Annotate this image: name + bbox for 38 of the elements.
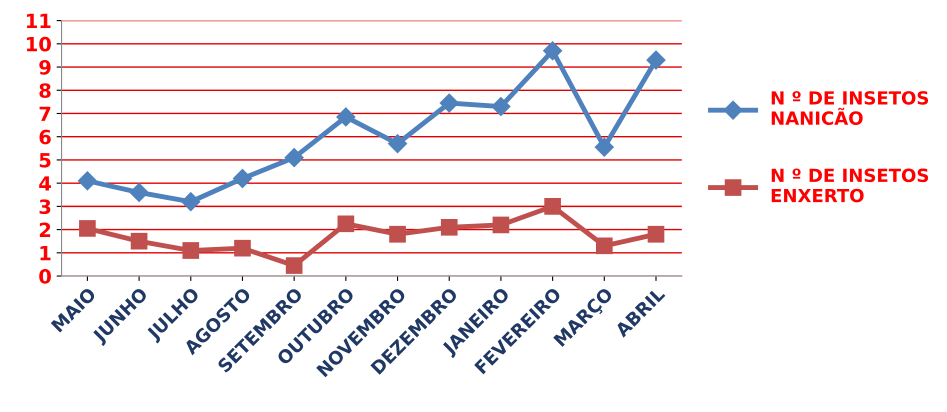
point — [492, 216, 510, 234]
point — [389, 226, 406, 243]
point — [338, 215, 354, 232]
point — [286, 257, 302, 274]
point — [646, 50, 666, 70]
y-tick-label: 0 — [39, 268, 51, 284]
point — [79, 220, 96, 237]
y-tick-label: 4 — [39, 176, 51, 191]
legend-label: N º DE INSETOS ENXERTO — [772, 168, 928, 202]
point — [78, 171, 97, 190]
y-tick-label: 8 — [39, 83, 51, 98]
point — [543, 41, 562, 60]
legend-label: N º DE INSETOS NANICÃO — [772, 91, 928, 125]
point — [388, 134, 408, 154]
point — [232, 168, 252, 188]
y-tick-label: 3 — [40, 199, 50, 214]
point — [544, 198, 561, 215]
point — [440, 94, 459, 113]
point — [234, 240, 251, 257]
point — [336, 107, 356, 127]
point — [130, 182, 149, 202]
point — [648, 226, 664, 243]
point — [130, 232, 148, 250]
y-tick-label: 7 — [40, 106, 50, 121]
y-tick-label: 5 — [40, 153, 50, 168]
point — [182, 242, 200, 259]
y-tick-label: 6 — [40, 130, 51, 144]
point — [491, 96, 510, 116]
y-tick-label: 1 — [40, 246, 50, 260]
y-tick-label: 9 — [39, 60, 51, 75]
point — [596, 238, 613, 254]
point — [440, 218, 458, 236]
y-tick-label: 10 — [26, 36, 51, 52]
y-tick-label: 2 — [40, 222, 50, 237]
point — [181, 192, 200, 212]
point — [284, 148, 304, 168]
y-tick-label: 11 — [26, 14, 50, 28]
point — [594, 138, 614, 157]
